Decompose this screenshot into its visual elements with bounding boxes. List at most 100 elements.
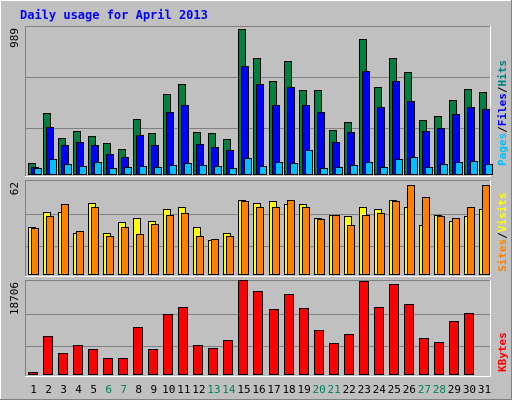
bar-pages-day-23 [365, 162, 373, 175]
bar-sites-day-2 [46, 216, 54, 275]
bar-files-day-20 [317, 112, 325, 175]
bar-pages-day-24 [380, 167, 388, 175]
bar-pages-day-13 [214, 166, 222, 175]
legend-entry: Visits [496, 193, 509, 233]
x-tick-label-day-5: 5 [90, 383, 97, 396]
bar-kbytes-day-12 [193, 345, 203, 375]
bar-pages-day-12 [199, 165, 207, 175]
bar-kbytes-day-17 [269, 309, 279, 375]
bar-kbytes-day-3 [58, 353, 68, 375]
bar-pages-day-18 [290, 163, 298, 175]
bar-sites-day-8 [136, 234, 144, 275]
bar-sites-day-24 [377, 213, 385, 275]
legend-entry: Files [496, 93, 509, 126]
x-tick-label-day-8: 8 [135, 383, 142, 396]
bar-kbytes-day-5 [88, 349, 98, 375]
bar-pages-day-16 [259, 166, 267, 175]
bar-kbytes-day-13 [208, 348, 218, 375]
bar-pages-day-10 [169, 165, 177, 175]
bar-sites-day-1 [31, 228, 39, 275]
bar-kbytes-day-29 [449, 321, 459, 375]
bar-kbytes-day-7 [118, 358, 128, 375]
bar-sites-day-4 [76, 231, 84, 275]
bar-pages-day-7 [124, 167, 132, 175]
chart-title: Daily usage for April 2013 [20, 8, 208, 22]
bar-sites-day-13 [211, 239, 219, 275]
y-axis-max-label: 18706 [8, 282, 21, 315]
bar-pages-day-14 [229, 168, 237, 175]
bar-kbytes-day-6 [103, 358, 113, 375]
x-tick-label-day-29: 29 [448, 383, 461, 396]
bar-kbytes-day-14 [223, 340, 233, 375]
bar-files-day-24 [377, 107, 385, 175]
y-axis-max-label: 62 [8, 182, 21, 195]
x-tick-label-day-26: 26 [403, 383, 416, 396]
bar-sites-day-9 [151, 224, 159, 275]
legend-entry: KBytes [496, 332, 509, 372]
bar-sites-day-11 [181, 213, 189, 275]
bar-kbytes-day-20 [314, 330, 324, 375]
bar-pages-day-17 [275, 162, 283, 175]
bar-sites-day-21 [332, 215, 340, 275]
bar-pages-day-27 [425, 167, 433, 175]
bar-sites-day-31 [482, 185, 490, 275]
chart-panels: 989 62 18706 [8, 26, 493, 377]
bar-kbytes-day-30 [464, 313, 474, 375]
x-tick-label-day-19: 19 [297, 383, 310, 396]
legend-entry: Sites [496, 239, 509, 272]
bar-kbytes-day-1 [28, 372, 38, 375]
panel-3: 18706 [8, 280, 491, 377]
x-tick-label-day-15: 15 [237, 383, 250, 396]
bar-sites-day-3 [61, 204, 69, 275]
x-tick-label-day-14: 14 [222, 383, 236, 396]
x-tick-label-day-6: 6 [105, 383, 112, 396]
x-tick-label-day-28: 28 [433, 383, 446, 396]
bar-kbytes-day-4 [73, 345, 83, 375]
bar-sites-day-10 [166, 215, 174, 275]
bar-files-day-18 [287, 87, 295, 175]
bar-sites-day-25 [392, 201, 400, 275]
x-tick-label-day-18: 18 [282, 383, 295, 396]
bar-pages-day-29 [455, 162, 463, 175]
bar-pages-day-28 [440, 164, 448, 175]
panel-1: 989 [8, 26, 493, 177]
x-tick-label-day-20: 20 [313, 383, 326, 396]
bar-sites-day-27 [422, 197, 430, 275]
x-tick-label-day-7: 7 [120, 383, 127, 396]
legend-panel-1: Pages/Files/Hits [496, 60, 509, 166]
bar-kbytes-day-22 [344, 334, 354, 375]
bar-sites-day-22 [347, 225, 355, 275]
x-axis-day-labels: 1 2 3 4 5 6 7 8 9 10 11 12 13 14 15 16 17 18 19 20 21 22 23 24 2… [30, 383, 491, 396]
bar-sites-day-7 [121, 227, 129, 275]
bar-kbytes-day-25 [389, 284, 399, 375]
x-tick-label-day-23: 23 [358, 383, 371, 396]
bar-pages-day-19 [305, 150, 313, 175]
x-tick-label-day-1: 1 [30, 383, 37, 396]
bar-pages-day-15 [244, 158, 252, 175]
x-tick-label-day-2: 2 [45, 383, 52, 396]
bar-sites-day-23 [362, 215, 370, 275]
x-tick-label-day-3: 3 [60, 383, 67, 396]
x-tick-label-day-25: 25 [388, 383, 401, 396]
bar-sites-day-16 [256, 207, 264, 275]
legend-entry: / [496, 232, 509, 239]
bar-sites-day-19 [302, 207, 310, 275]
x-tick-label-day-11: 11 [177, 383, 190, 396]
bar-files-day-16 [256, 84, 264, 175]
x-tick-label-day-12: 12 [192, 383, 205, 396]
bar-kbytes-day-18 [284, 294, 294, 375]
chart-legends: Pages/Files/Hits Sites/Visits KBytes [496, 60, 509, 372]
bar-pages-day-5 [94, 162, 102, 175]
bar-kbytes-day-28 [434, 342, 444, 375]
bar-kbytes-day-9 [148, 349, 158, 375]
bar-sites-day-28 [437, 216, 445, 275]
bar-kbytes-day-10 [163, 314, 173, 375]
x-tick-label-day-13: 13 [207, 383, 220, 396]
bar-pages-day-9 [154, 167, 162, 175]
bar-pages-day-2 [49, 159, 57, 175]
x-tick-label-day-10: 10 [162, 383, 175, 396]
legend-panel-3: KBytes [496, 332, 509, 372]
x-tick-label-day-31: 31 [478, 383, 491, 396]
legend-entry: Pages [496, 133, 509, 166]
